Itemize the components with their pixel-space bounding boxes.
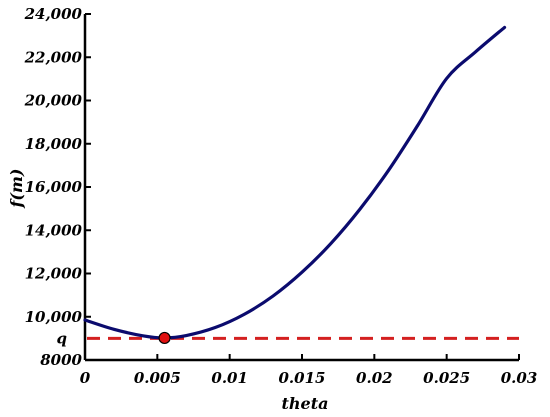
x-tick-label: 0.005 bbox=[134, 369, 181, 387]
y-tick-label: 18,000 bbox=[25, 135, 83, 153]
series-line bbox=[83, 25, 507, 340]
y-tick-label: 10,000 bbox=[25, 308, 83, 326]
x-tick-label: 0.025 bbox=[423, 369, 470, 387]
x-tick-label: 0.02 bbox=[356, 369, 393, 387]
x-axis-title: theta bbox=[282, 394, 329, 413]
y-tick-label: 14,000 bbox=[25, 221, 83, 239]
y-axis-label: f(m) bbox=[7, 169, 26, 209]
y-tick-label: 22,000 bbox=[24, 48, 83, 66]
y-tick-label: 20,000 bbox=[24, 92, 83, 110]
x-tick-label: 0 bbox=[80, 369, 91, 387]
minimum-point bbox=[158, 331, 171, 345]
x-tick-label: 0.015 bbox=[279, 369, 326, 387]
y-tick-label: 24,000 bbox=[24, 5, 83, 23]
y-tick-label: 16,000 bbox=[25, 178, 83, 196]
x-tick-label: 0.03 bbox=[501, 369, 538, 387]
plot-area: 8000 10,000 12,000 14,000 16,000 18,000 20,000… bbox=[24, 5, 538, 387]
y-tick-label: 12,000 bbox=[25, 265, 83, 283]
y-tick-label: 8000 bbox=[40, 351, 82, 369]
reference-line-label: q bbox=[57, 329, 68, 347]
y-axis-title: f(m) bbox=[7, 169, 26, 209]
x-tick-label: 0.01 bbox=[211, 369, 248, 387]
